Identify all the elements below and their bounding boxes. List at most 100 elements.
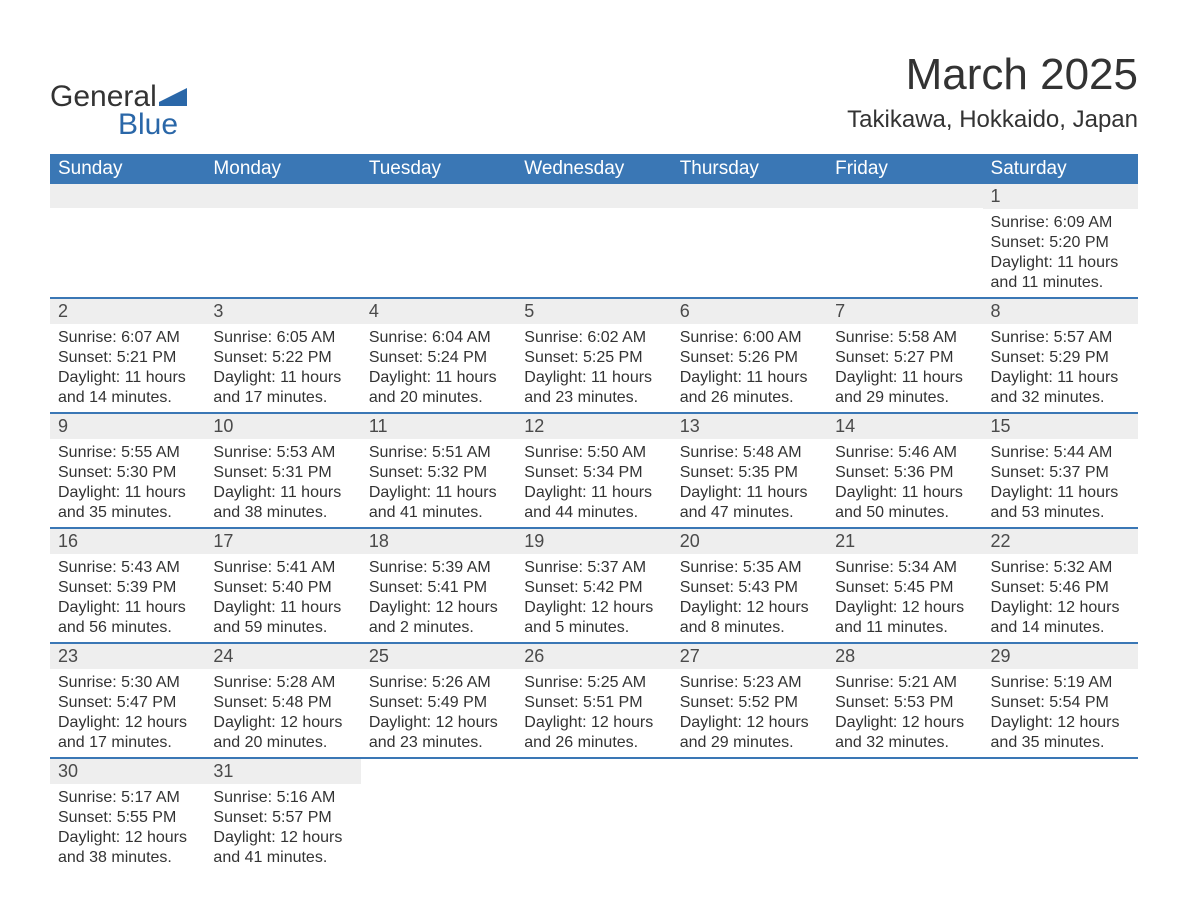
day-cell: 9Sunrise: 5:55 AMSunset: 5:30 PMDaylight… — [50, 414, 205, 527]
day-dl1: Daylight: 11 hours — [213, 368, 352, 388]
day-dl2: and 23 minutes. — [524, 388, 663, 408]
day-number-bar: 22 — [983, 529, 1138, 554]
day-dl1: Daylight: 11 hours — [58, 598, 197, 618]
day-sunrise: Sunrise: 6:00 AM — [680, 328, 819, 348]
day-number-bar: 21 — [827, 529, 982, 554]
day-dl1: Daylight: 11 hours — [991, 368, 1130, 388]
day-details: Sunrise: 5:35 AMSunset: 5:43 PMDaylight:… — [672, 554, 827, 642]
day-sunrise: Sunrise: 5:58 AM — [835, 328, 974, 348]
day-dl1: Daylight: 11 hours — [835, 483, 974, 503]
day-number-bar: 31 — [205, 759, 360, 784]
day-cell: 8Sunrise: 5:57 AMSunset: 5:29 PMDaylight… — [983, 299, 1138, 412]
day-number-bar — [827, 184, 982, 208]
logo-text-blue: Blue — [118, 108, 178, 142]
day-details: Sunrise: 5:25 AMSunset: 5:51 PMDaylight:… — [516, 669, 671, 757]
day-dl1: Daylight: 12 hours — [524, 598, 663, 618]
day-cell: 16Sunrise: 5:43 AMSunset: 5:39 PMDayligh… — [50, 529, 205, 642]
day-dl2: and 50 minutes. — [835, 503, 974, 523]
day-number-bar — [516, 184, 671, 208]
day-number-bar: 3 — [205, 299, 360, 324]
day-number: 3 — [213, 301, 223, 321]
weekday-header-cell: Wednesday — [516, 154, 671, 184]
day-number: 28 — [835, 646, 855, 666]
location: Takikawa, Hokkaido, Japan — [847, 106, 1138, 134]
day-number-bar: 25 — [361, 644, 516, 669]
day-cell — [827, 759, 982, 872]
day-number: 16 — [58, 531, 78, 551]
day-cell — [672, 759, 827, 872]
day-number: 20 — [680, 531, 700, 551]
day-cell: 15 Sunrise: 5:44 AMSunset: 5:37 PMDayligh… — [983, 414, 1138, 527]
weekday-header-cell: Thursday — [672, 154, 827, 184]
day-number-bar: 4 — [361, 299, 516, 324]
day-dl2: and 23 minutes. — [369, 733, 508, 753]
day-sunrise: Sunrise: 5:34 AM — [835, 558, 974, 578]
day-sunrise: Sunrise: 5:32 AM — [991, 558, 1130, 578]
day-number-bar: 6 — [672, 299, 827, 324]
day-dl2: and 14 minutes. — [58, 388, 197, 408]
day-number-bar: 18 — [361, 529, 516, 554]
day-sunrise: Sunrise: 6:07 AM — [58, 328, 197, 348]
day-number-bar — [361, 184, 516, 208]
day-sunrise: Sunrise: 5:41 AM — [213, 558, 352, 578]
day-cell: 21Sunrise: 5:34 AMSunset: 5:45 PMDayligh… — [827, 529, 982, 642]
day-number: 15 — [991, 416, 1011, 436]
day-sunrise: Sunrise: 5:23 AM — [680, 673, 819, 693]
day-cell: 5Sunrise: 6:02 AMSunset: 5:25 PMDaylight… — [516, 299, 671, 412]
day-dl2: and 26 minutes. — [680, 388, 819, 408]
header: General Blue March 2025 Takikawa, Hokkai… — [50, 50, 1138, 142]
day-dl2: and 32 minutes. — [991, 388, 1130, 408]
day-details: Sunrise: 5:19 AMSunset: 5:54 PMDaylight:… — [983, 669, 1138, 757]
day-sunset: Sunset: 5:27 PM — [835, 348, 974, 368]
day-number: 29 — [991, 646, 1011, 666]
day-dl2: and 32 minutes. — [835, 733, 974, 753]
day-sunset: Sunset: 5:53 PM — [835, 693, 974, 713]
day-number: 23 — [58, 646, 78, 666]
day-number-bar: 11 — [361, 414, 516, 439]
day-sunrise: Sunrise: 6:05 AM — [213, 328, 352, 348]
day-cell — [827, 184, 982, 297]
weekday-header: SundayMondayTuesdayWednesdayThursdayFrid… — [50, 154, 1138, 184]
week-row: 23Sunrise: 5:30 AMSunset: 5:47 PMDayligh… — [50, 642, 1138, 757]
day-cell: 24Sunrise: 5:28 AMSunset: 5:48 PMDayligh… — [205, 644, 360, 757]
day-dl2: and 5 minutes. — [524, 618, 663, 638]
day-sunset: Sunset: 5:48 PM — [213, 693, 352, 713]
weeks-container: 1Sunrise: 6:09 AMSunset: 5:20 PMDaylight… — [50, 184, 1138, 872]
month-title: March 2025 — [847, 50, 1138, 100]
day-dl2: and 35 minutes. — [58, 503, 197, 523]
day-number-bar: 29 — [983, 644, 1138, 669]
day-cell: 26Sunrise: 5:25 AMSunset: 5:51 PMDayligh… — [516, 644, 671, 757]
day-sunrise: Sunrise: 5:43 AM — [58, 558, 197, 578]
day-number-bar: 26 — [516, 644, 671, 669]
day-number-bar — [205, 184, 360, 208]
day-sunset: Sunset: 5:47 PM — [58, 693, 197, 713]
day-cell: 25Sunrise: 5:26 AMSunset: 5:49 PMDayligh… — [361, 644, 516, 757]
day-sunset: Sunset: 5:36 PM — [835, 463, 974, 483]
day-sunrise: Sunrise: 5:28 AM — [213, 673, 352, 693]
day-cell: 18Sunrise: 5:39 AMSunset: 5:41 PMDayligh… — [361, 529, 516, 642]
day-sunset: Sunset: 5:45 PM — [835, 578, 974, 598]
day-dl2: and 35 minutes. — [991, 733, 1130, 753]
day-sunrise: Sunrise: 5:30 AM — [58, 673, 197, 693]
day-number: 2 — [58, 301, 68, 321]
day-dl1: Daylight: 11 hours — [369, 483, 508, 503]
day-dl2: and 38 minutes. — [58, 848, 197, 868]
day-cell: 19Sunrise: 5:37 AMSunset: 5:42 PMDayligh… — [516, 529, 671, 642]
day-details: Sunrise: 5:30 AMSunset: 5:47 PMDaylight:… — [50, 669, 205, 757]
day-details: Sunrise: 5:21 AMSunset: 5:53 PMDaylight:… — [827, 669, 982, 757]
day-number: 13 — [680, 416, 700, 436]
day-details: Sunrise: 5:37 AMSunset: 5:42 PMDaylight:… — [516, 554, 671, 642]
day-dl1: Daylight: 12 hours — [680, 713, 819, 733]
day-sunset: Sunset: 5:46 PM — [991, 578, 1130, 598]
day-number-bar: 30 — [50, 759, 205, 784]
week-row: 9Sunrise: 5:55 AMSunset: 5:30 PMDaylight… — [50, 412, 1138, 527]
day-dl2: and 56 minutes. — [58, 618, 197, 638]
day-number-bar: 9 — [50, 414, 205, 439]
day-dl2: and 8 minutes. — [680, 618, 819, 638]
day-sunset: Sunset: 5:30 PM — [58, 463, 197, 483]
day-number: 14 — [835, 416, 855, 436]
day-details: Sunrise: 5:44 AMSunset: 5:37 PMDaylight:… — [983, 439, 1138, 527]
day-number-bar: 15 — [983, 414, 1138, 439]
day-sunset: Sunset: 5:37 PM — [991, 463, 1130, 483]
day-sunset: Sunset: 5:35 PM — [680, 463, 819, 483]
